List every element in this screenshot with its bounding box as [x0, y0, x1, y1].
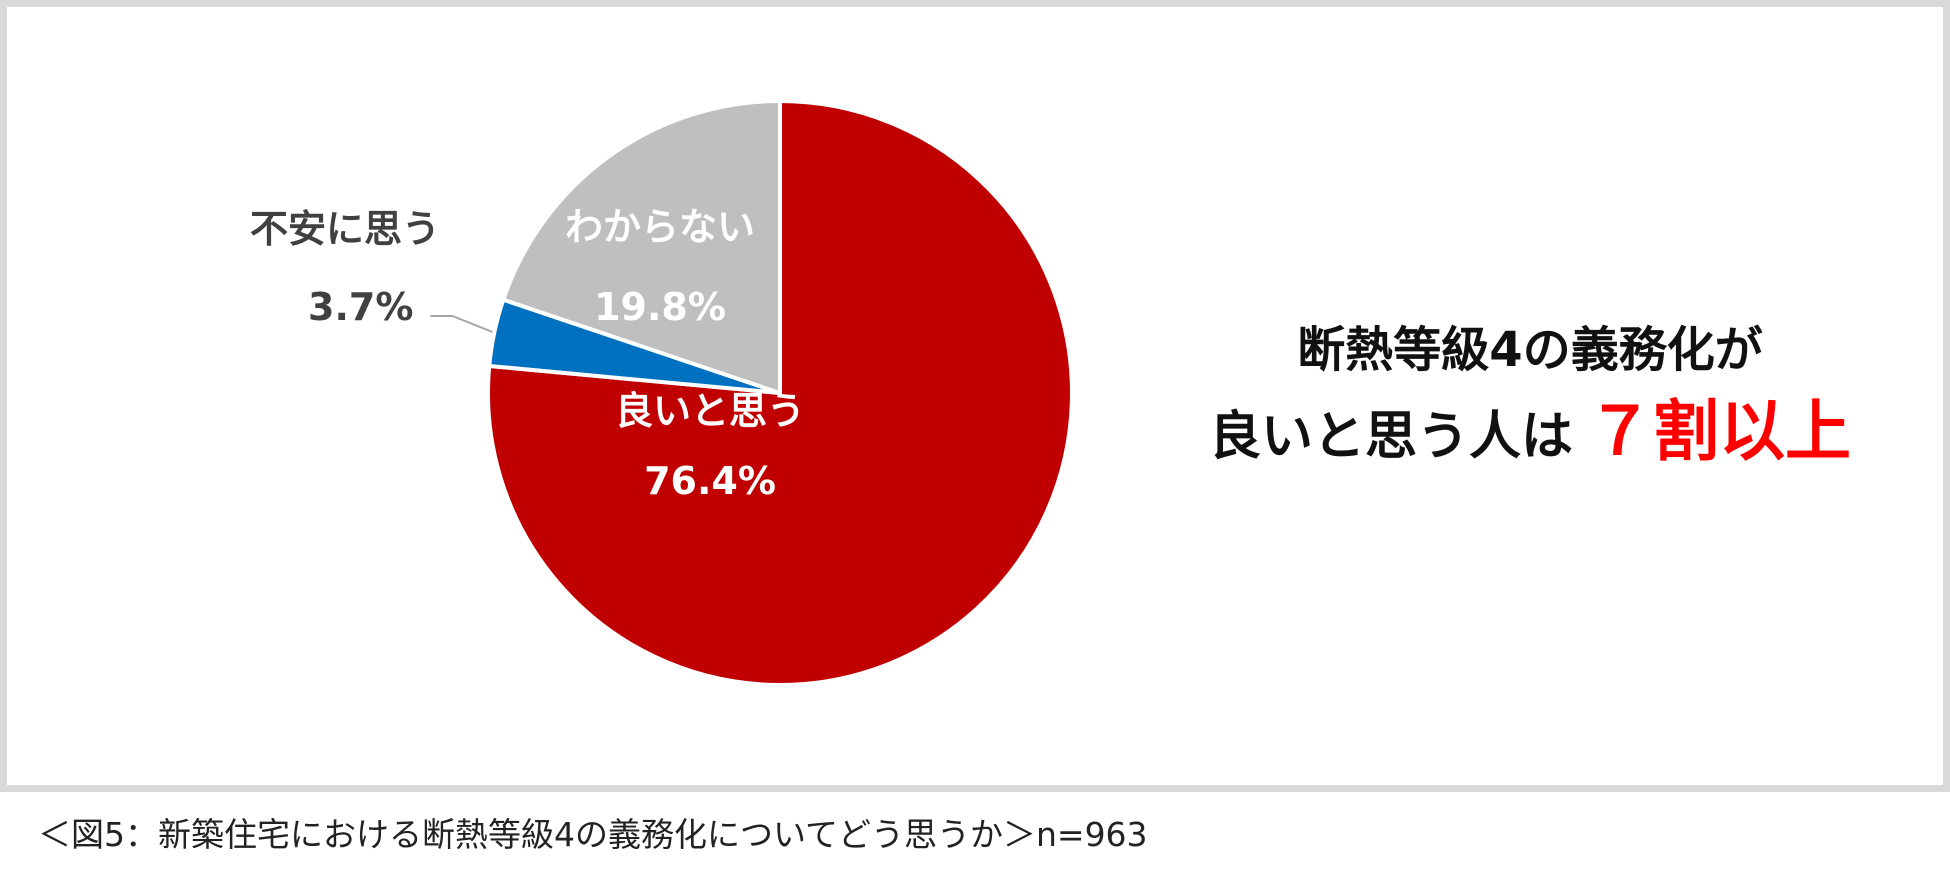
pie-chart — [430, 98, 1074, 687]
headline-line-1: 断熱等級4の義務化が — [1297, 322, 1763, 378]
headline-line-2-prefix: 良いと思う人は — [1208, 407, 1573, 467]
slice-category-anxious: 不安に思う — [250, 207, 441, 251]
slice-value-good: 76.4% — [644, 459, 776, 503]
slice-label-anxious: 不安に思う 3.7% — [250, 198, 480, 329]
leader-line-anxious — [430, 314, 493, 333]
slice-label-unknown: わからない 19.8% — [540, 196, 780, 329]
slice-label-good: 良いと思う 76.4% — [600, 380, 820, 503]
slice-category-unknown: わからない — [564, 205, 755, 249]
slice-value-unknown: 19.8% — [594, 285, 726, 329]
headline-highlight: ７割以上 — [1587, 393, 1851, 470]
slice-value-anxious: 3.7% — [308, 285, 414, 329]
headline-line-2: 良いと思う人は ７割以上 — [1080, 378, 1950, 474]
pie-slice-unknown — [500, 98, 782, 396]
slice-category-good: 良いと思う — [614, 389, 805, 433]
pie-slice-good — [486, 98, 1074, 687]
figure-caption: ＜図5：新築住宅における断熱等級4の義務化についてどう思うか＞n=963 — [38, 815, 1148, 854]
